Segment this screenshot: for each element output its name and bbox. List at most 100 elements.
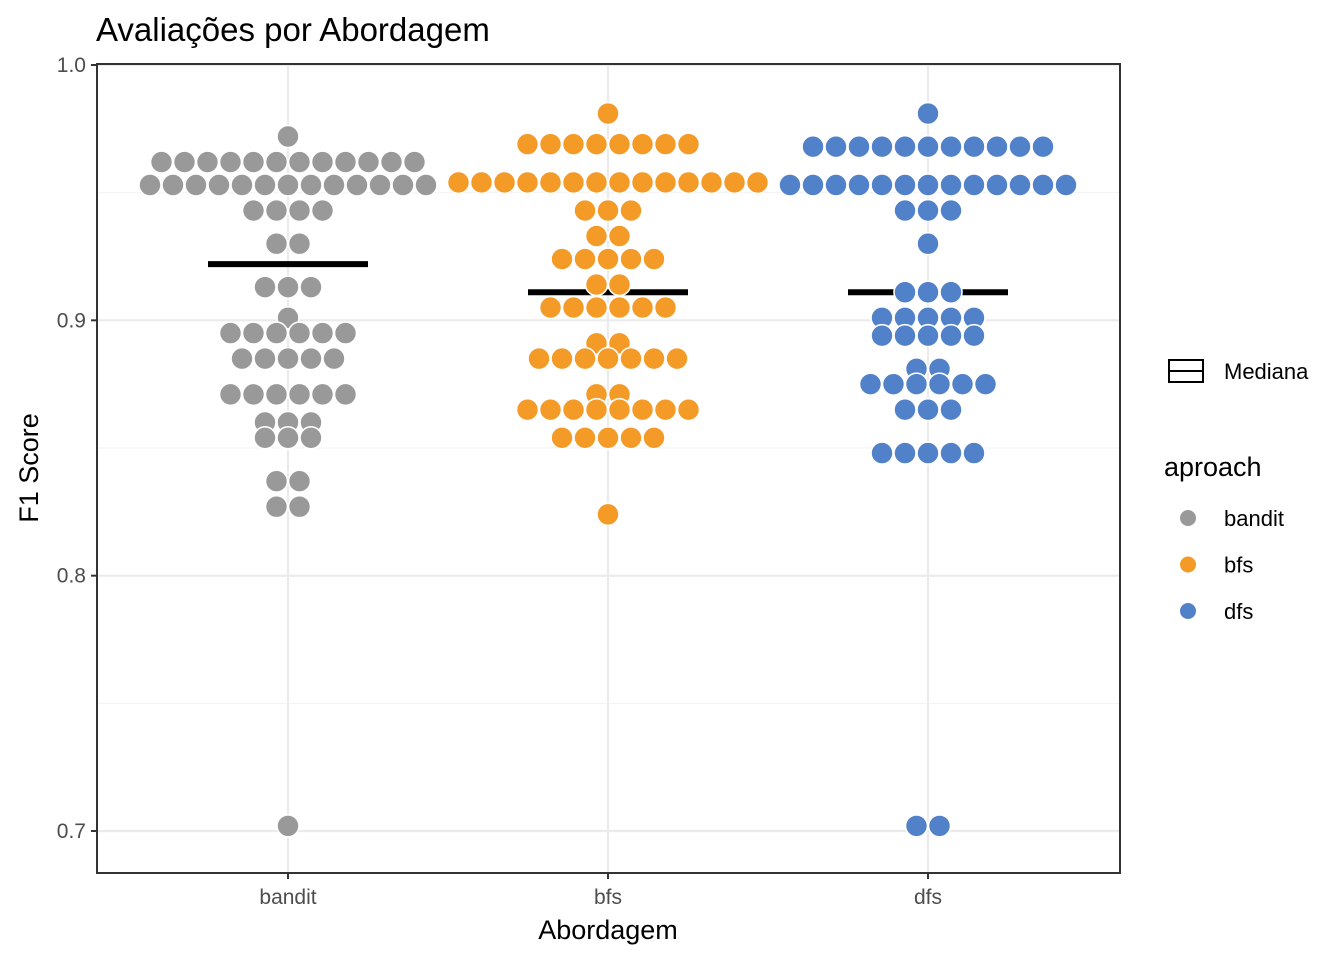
data-point-bfs — [619, 198, 643, 223]
data-point-dfs — [962, 323, 986, 348]
data-point-bandit — [218, 150, 243, 174]
data-point-bandit — [299, 346, 323, 371]
data-point-bfs — [607, 295, 632, 320]
data-point-dfs — [916, 231, 940, 256]
data-point-bandit — [310, 198, 335, 223]
data-point-bandit — [345, 173, 369, 197]
data-point-bandit — [264, 321, 289, 345]
data-point-dfs — [962, 441, 986, 465]
data-point-bandit — [264, 469, 289, 493]
data-point-dfs — [1031, 134, 1055, 159]
data-point-bandit — [172, 150, 197, 174]
data-point-bfs — [722, 170, 747, 195]
data-point-dfs — [1054, 173, 1078, 197]
data-point-dfs — [824, 173, 848, 197]
data-point-dfs — [939, 134, 963, 159]
data-point-bandit — [138, 173, 162, 197]
data-point-bandit — [276, 173, 300, 197]
data-point-bandit — [287, 494, 312, 519]
data-point-dfs — [858, 372, 883, 396]
data-point-dfs — [985, 173, 1009, 197]
data-point-dfs — [1031, 173, 1055, 197]
data-point-dfs — [939, 323, 963, 348]
x-tick-label: bandit — [259, 886, 316, 909]
data-point-bandit — [230, 346, 254, 371]
data-point-bfs — [596, 198, 620, 223]
data-point-bandit — [218, 382, 243, 407]
plot-panel — [96, 63, 1121, 874]
data-point-bandit — [310, 321, 335, 345]
data-point-bandit — [241, 198, 266, 223]
data-point-bandit — [276, 814, 300, 838]
data-point-bandit — [310, 150, 335, 174]
data-point-bfs — [607, 170, 632, 195]
legend-color-title: aproach — [1164, 452, 1262, 482]
data-point-bandit — [241, 382, 266, 407]
data-point-bfs — [561, 170, 586, 195]
data-point-dfs — [893, 397, 917, 422]
data-point-bfs — [584, 295, 609, 320]
data-point-dfs — [801, 134, 825, 159]
data-point-bandit — [402, 150, 427, 174]
data-point-bandit — [253, 346, 277, 371]
data-point-dfs — [916, 134, 940, 159]
data-point-bandit — [241, 150, 266, 174]
data-point-dfs — [893, 198, 917, 223]
data-point-bfs — [561, 397, 586, 422]
y-axis: 0.7 0.8 0.9 1.0 — [57, 54, 97, 843]
data-point-dfs — [881, 372, 906, 396]
data-point-bfs — [596, 502, 620, 527]
data-point-dfs — [801, 173, 825, 197]
data-point-bfs — [469, 170, 494, 195]
data-point-dfs — [870, 323, 894, 348]
data-point-bandit — [264, 231, 289, 256]
data-point-bandit — [356, 150, 381, 174]
data-point-dfs — [916, 173, 940, 197]
data-point-bfs — [573, 346, 597, 371]
data-point-bandit — [241, 321, 266, 345]
data-point-bfs — [619, 346, 643, 371]
data-point-bandit — [333, 150, 358, 174]
data-point-bandit — [253, 275, 277, 299]
data-point-bandit — [333, 382, 358, 407]
data-point-dfs — [939, 198, 963, 223]
data-point-bfs — [538, 170, 563, 195]
data-point-bandit — [253, 425, 277, 450]
data-point-bandit — [287, 469, 312, 493]
data-point-bfs — [550, 247, 574, 271]
data-point-dfs — [916, 101, 940, 126]
data-point-bandit — [287, 231, 312, 256]
data-point-bandit — [264, 150, 289, 174]
data-point-dfs — [939, 280, 963, 305]
data-point-dfs — [939, 397, 963, 422]
data-point-bfs — [584, 132, 609, 156]
data-point-bfs — [515, 132, 540, 156]
data-point-bfs — [642, 346, 666, 371]
data-point-dfs — [893, 280, 917, 305]
data-point-bfs — [699, 170, 724, 195]
data-point-bfs — [596, 346, 620, 371]
data-point-bfs — [607, 272, 632, 297]
data-point-bandit — [322, 346, 346, 371]
data-point-bfs — [596, 247, 620, 271]
data-points — [138, 101, 1078, 838]
data-point-bandit — [333, 321, 358, 345]
data-point-bfs — [653, 132, 678, 156]
data-point-bandit — [379, 150, 404, 174]
data-point-dfs — [950, 372, 975, 396]
data-point-dfs — [916, 441, 940, 465]
data-point-bandit — [207, 173, 231, 197]
y-tick-label: 0.9 — [57, 309, 86, 332]
data-point-bandit — [276, 275, 300, 299]
data-point-bfs — [446, 170, 471, 195]
data-point-dfs — [893, 173, 917, 197]
data-point-bandit — [368, 173, 392, 197]
data-point-bfs — [538, 132, 563, 156]
data-point-dfs — [824, 134, 848, 159]
data-point-bfs — [676, 397, 701, 422]
data-point-bfs — [607, 224, 632, 248]
data-point-bandit — [276, 346, 300, 371]
y-tick-label: 1.0 — [57, 54, 86, 77]
data-point-bandit — [264, 494, 289, 519]
